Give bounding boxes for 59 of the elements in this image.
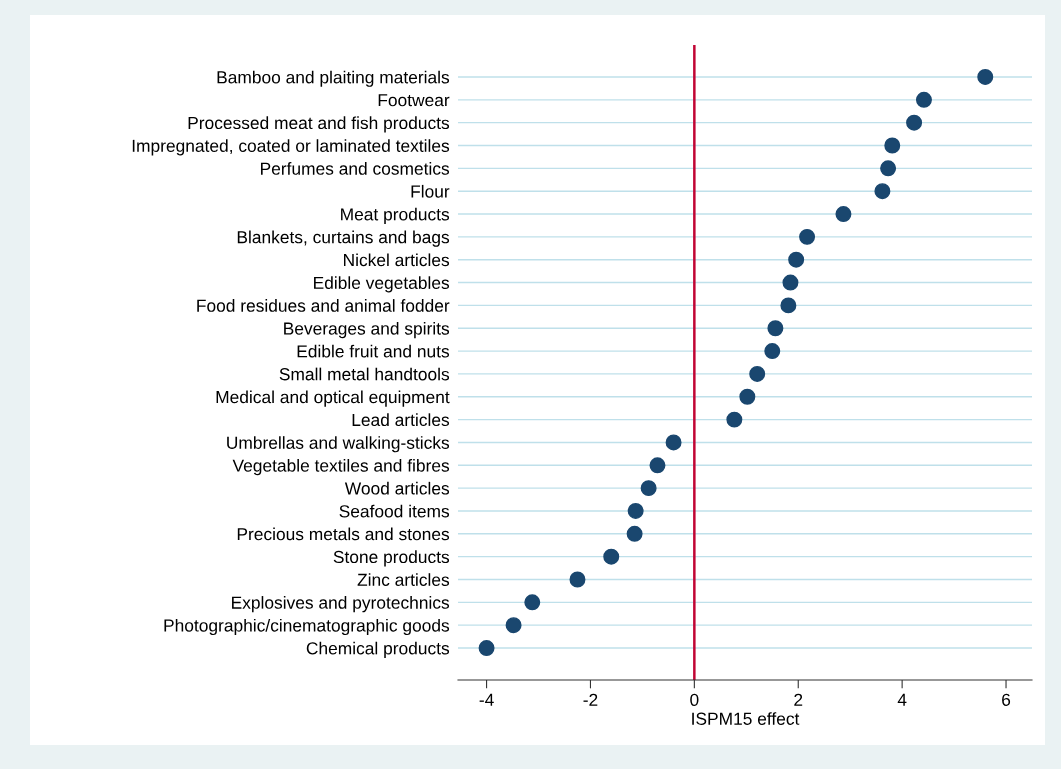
point: [478, 640, 495, 657]
point: [884, 137, 901, 154]
y-tick-label: Seafood items: [339, 504, 450, 518]
x-axis-title: ISPM15 effect: [692, 712, 800, 725]
y-tick-label: Lead articles: [352, 413, 450, 427]
y-tick-label: Edible vegetables: [314, 276, 450, 293]
point: [603, 548, 620, 565]
y-tick-label: Small metal handtools: [279, 367, 450, 381]
point: [665, 434, 682, 451]
y-tick-label: Photographic/cinematographic goods: [164, 618, 450, 636]
y-tick-label: Meat products: [341, 207, 450, 224]
y-tick-label: Nickel articles: [344, 253, 450, 267]
point: [627, 502, 644, 519]
y-tick-label: Perfumes and cosmetics: [261, 162, 450, 175]
y-tick-label: Bamboo and plaiting materials: [217, 70, 450, 87]
point: [780, 297, 797, 314]
point: [782, 274, 799, 291]
point: [726, 411, 743, 428]
y-tick-label: Vegetable textiles and fibres: [232, 459, 450, 476]
y-tick-label: Explosives and pyrotechnics: [232, 596, 450, 613]
x-tick-label: 4: [897, 693, 907, 706]
y-tick-label: Precious metals and stones: [237, 527, 450, 541]
point: [835, 206, 852, 223]
y-tick-label: Umbrellas and walking-sticks: [227, 436, 450, 453]
x-tick-label: -2: [583, 693, 598, 706]
y-tick-label: Flour: [411, 184, 450, 198]
y-tick-label: Edible fruit and nuts: [297, 344, 450, 358]
y-tick-label: Food residues and animal fodder: [197, 299, 450, 312]
point: [649, 457, 666, 474]
point: [915, 91, 932, 108]
point: [906, 114, 923, 131]
y-tick-label: Processed meat and fish products: [188, 116, 450, 133]
y-tick-label: Footwear: [378, 94, 450, 107]
x-tick-label: 0: [690, 693, 699, 706]
point: [739, 388, 756, 405]
x-tick-label: 2: [794, 693, 803, 706]
y-tick-label: Wood articles: [344, 481, 450, 495]
x-tick-label: 6: [1002, 693, 1011, 706]
y-tick-label: Medical and optical equipment: [216, 390, 450, 407]
y-tick-label: Zinc articles: [357, 573, 450, 586]
y-tick-label: Blankets, curtains and bags: [237, 230, 450, 247]
point: [749, 365, 766, 382]
y-tick-label: Beverages and spirits: [284, 321, 450, 339]
point: [569, 571, 586, 588]
point: [788, 251, 805, 268]
point: [640, 480, 657, 497]
point: [626, 525, 643, 542]
point: [874, 183, 891, 200]
point: [505, 617, 522, 634]
point: [767, 320, 784, 337]
y-tick-label: Stone products: [333, 550, 450, 567]
y-tick-label: Chemical products: [306, 641, 450, 658]
y-tick-label: Impregnated, coated or laminated textiles: [132, 139, 450, 156]
point: [799, 228, 816, 245]
point: [524, 594, 541, 611]
point: [977, 69, 994, 85]
x-tick-label: -4: [479, 693, 494, 706]
point: [880, 160, 897, 177]
point: [764, 343, 781, 360]
